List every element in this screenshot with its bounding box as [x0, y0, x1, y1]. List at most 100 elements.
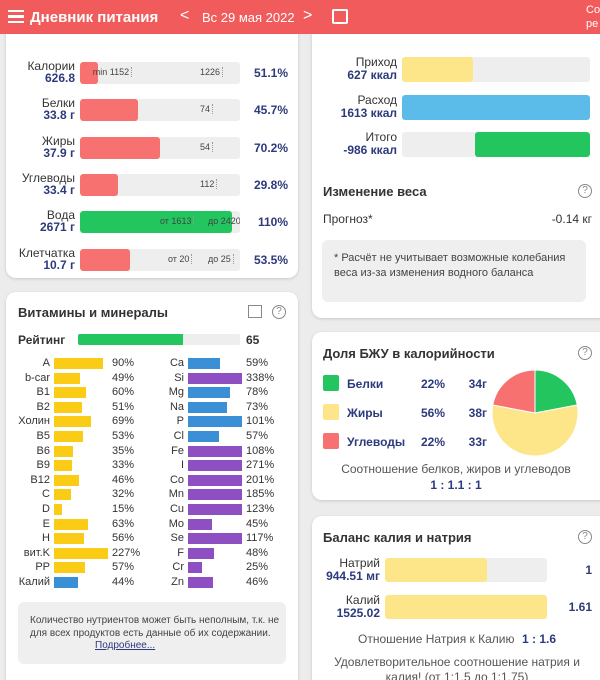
header-cut: Со — [586, 4, 600, 16]
note-box — [322, 240, 586, 302]
nutrient-percent: 123% — [246, 503, 275, 515]
next-day[interactable]: > — [303, 7, 313, 24]
nutrient-bar — [188, 401, 228, 413]
table-icon[interactable] — [248, 305, 262, 318]
nutrient-percent: 45% — [246, 517, 269, 530]
nutrient-track: от 1613 до 2420 — [80, 211, 240, 234]
nutrient-track — [188, 460, 242, 472]
nutrient-track — [54, 372, 108, 384]
nutrient-name: Холин — [18, 415, 50, 428]
balance-track — [402, 94, 590, 120]
nutrient-name: Cl — [173, 430, 184, 442]
more-link[interactable]: Подробнее... — [95, 640, 156, 651]
nutrient-name: P — [176, 415, 184, 428]
nutrient-track — [188, 474, 242, 486]
nutrient-name: B9 — [36, 459, 50, 472]
nutrient-percent: 78% — [246, 386, 269, 399]
help-icon[interactable]: ? — [578, 184, 592, 198]
nutrient-percent: 25% — [246, 561, 269, 574]
nutrient-name: Fe — [171, 444, 184, 457]
nutrient-bar — [188, 431, 219, 442]
rating-label: Рейтинг — [18, 333, 66, 347]
nutrient-bar — [188, 533, 242, 545]
nutrient-track — [188, 504, 242, 515]
nutrient-name: C — [42, 488, 50, 501]
nutrient-track — [188, 489, 242, 501]
nutrient-bar — [188, 474, 242, 486]
legend-swatch — [323, 404, 339, 420]
nutrient-percent: 29.8% — [253, 177, 288, 192]
nutrient-percent: 108% — [246, 444, 275, 457]
nutrient-track — [188, 416, 242, 428]
nutrient-track — [54, 504, 108, 515]
legend-swatch — [323, 433, 339, 449]
balance-bar — [402, 57, 474, 82]
nutrient-percent: 53% — [112, 430, 135, 442]
macro-share: 22% — [420, 435, 445, 449]
balance-amount: 1613 ккал — [340, 105, 397, 120]
nutrient-percent: 185% — [246, 488, 275, 501]
help-icon[interactable]: ? — [578, 346, 592, 360]
nutrient-bar — [188, 460, 242, 472]
forecast-label: Прогноз* — [323, 212, 373, 226]
nutrient-bar — [54, 562, 85, 574]
nutrient-track — [188, 445, 242, 457]
mineral-amount: 1525.02 — [336, 606, 380, 620]
nutrient-bar — [188, 547, 214, 559]
help-icon[interactable]: ? — [272, 305, 286, 319]
nutrient-percent: 57% — [112, 561, 135, 574]
nutrient-name: B2 — [36, 400, 50, 413]
nutrient-bar — [54, 474, 79, 486]
pie-slice — [492, 369, 536, 414]
date: Вс 29 мая 2022 — [202, 10, 295, 25]
nutrient-name: PP — [35, 561, 50, 574]
norm-marker: до 25 — [208, 253, 234, 264]
nutrient-amount: 33.8 г — [43, 108, 75, 123]
nutrient-percent: 70.2% — [253, 140, 288, 155]
calendar-button[interactable] — [332, 9, 348, 24]
nutrient-track: 74 — [80, 99, 240, 122]
nutrient-bar — [188, 562, 202, 574]
nutrient-name: Cu — [169, 503, 184, 515]
nutrient-bar — [80, 248, 130, 271]
nutrient-track — [188, 372, 242, 384]
balance-track — [402, 132, 590, 157]
nutrient-percent: 51.1% — [253, 66, 288, 80]
prev-day[interactable]: < — [180, 7, 190, 24]
nutrient-bar — [54, 504, 63, 515]
nutrient-bar — [54, 358, 103, 369]
nutrient-bar — [54, 416, 92, 428]
nutrient-percent: 46% — [112, 473, 135, 486]
nutrient-bar — [80, 99, 138, 122]
nutrient-bar — [80, 62, 98, 84]
macro-name: Белки — [347, 377, 384, 391]
nutrient-name: B1 — [36, 386, 50, 399]
nutrient-name: Ca — [169, 357, 184, 369]
nutrient-percent: 33% — [112, 459, 135, 472]
menu-button[interactable] — [8, 10, 24, 23]
nutrient-name: Na — [169, 400, 184, 413]
note-box — [18, 602, 286, 664]
nutrient-percent: 51% — [112, 400, 135, 413]
nutrient-name: вит.K — [23, 546, 50, 559]
nutrient-percent: 60% — [112, 386, 135, 399]
nutrient-amount: 2671 г — [39, 220, 75, 235]
nutrient-track: от 20 до 25 — [80, 248, 240, 271]
mineral-bar — [385, 595, 547, 619]
mineral-track — [385, 595, 547, 619]
header-cut: ре — [586, 18, 599, 30]
help-icon[interactable]: ? — [578, 530, 592, 544]
app-title: Дневник питания — [30, 9, 159, 26]
balance-name: Итого — [365, 130, 397, 144]
nutrient-name: E — [42, 517, 50, 530]
norm-marker: 1226 — [200, 67, 224, 77]
nutrient-track — [54, 547, 108, 559]
nutrient-amount: 10.7 г — [43, 257, 75, 272]
nutrient-percent: 46% — [246, 576, 269, 588]
nutrient-track — [54, 533, 108, 545]
nutrient-name: Клетчатка — [18, 245, 75, 260]
nutrient-bar — [54, 489, 72, 501]
ratio-label: Отношение Натрия к Калию — [358, 632, 515, 646]
note: Количество нутриентов может быть неполны… — [30, 615, 280, 639]
nutrient-track — [54, 489, 108, 501]
